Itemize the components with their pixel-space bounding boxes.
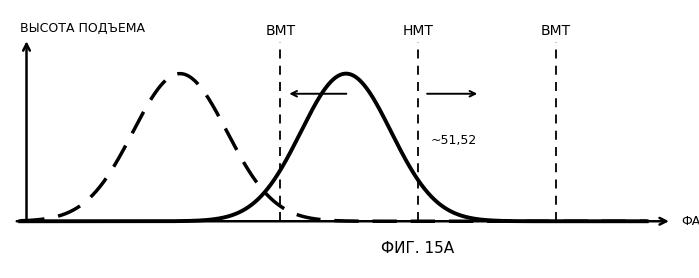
Text: ~51,52: ~51,52: [431, 134, 477, 147]
Text: ВМТ: ВМТ: [541, 24, 571, 38]
Text: ВЫСОТА ПОДЪЕМА: ВЫСОТА ПОДЪЕМА: [20, 22, 145, 35]
Text: ФИГ. 15А: ФИГ. 15А: [382, 241, 454, 256]
Text: ФАЗА: ФАЗА: [681, 215, 699, 228]
Text: НМТ: НМТ: [403, 24, 433, 38]
Text: ВМТ: ВМТ: [265, 24, 295, 38]
